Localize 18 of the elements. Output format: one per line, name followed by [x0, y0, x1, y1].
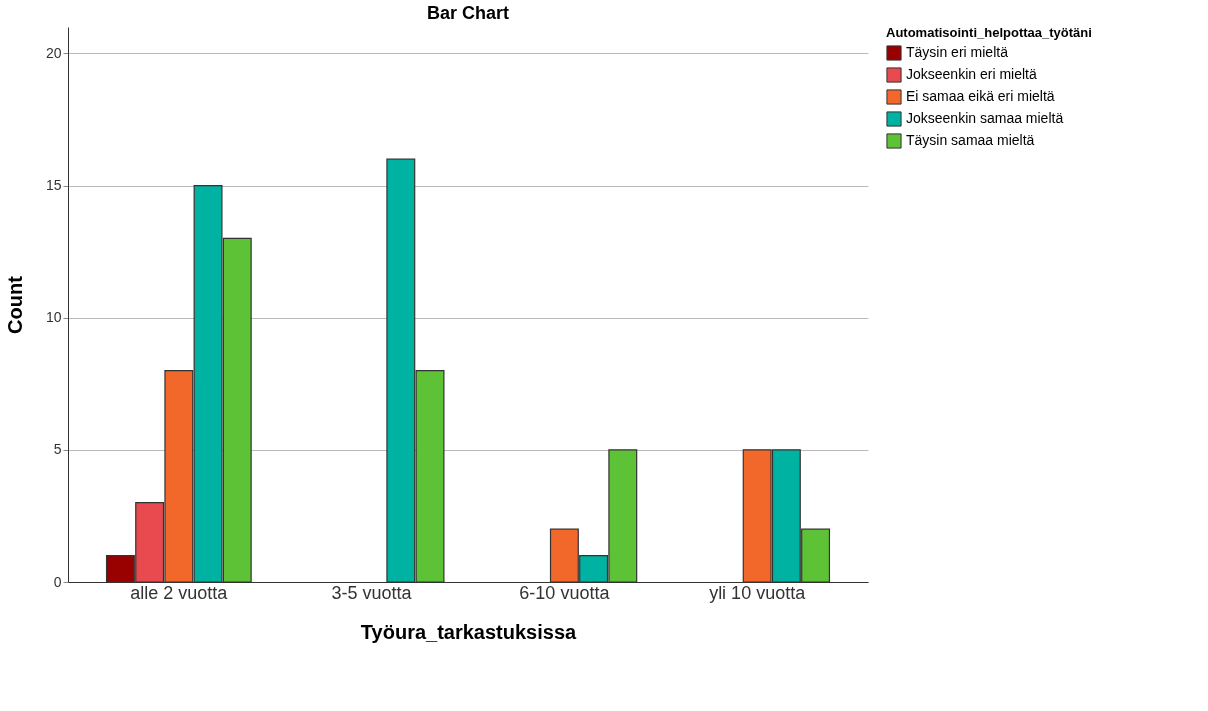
y-tick-label: 10 [45, 309, 62, 326]
legend-label: Jokseenkin samaa mieltä [906, 110, 1064, 126]
y-tick-label: 15 [45, 177, 62, 194]
legend-label: Ei samaa eikä eri mieltä [906, 88, 1055, 104]
y-tick-label: 20 [45, 44, 62, 61]
legend-label: Täysin samaa mieltä [906, 132, 1035, 148]
y-tick-label: 5 [53, 441, 62, 458]
x-tick-label: yli 10 vuotta [709, 582, 807, 603]
x-tick-label: alle 2 vuotta [130, 582, 229, 603]
y-tick-label: 0 [53, 573, 62, 590]
x-tick-label: 3-5 vuotta [331, 582, 413, 603]
y-axis-title: Count [3, 275, 26, 334]
chart-title: Bar Chart [426, 3, 510, 23]
x-tick-label: 6-10 vuotta [519, 582, 611, 603]
legend-label: Täysin eri mieltä [906, 44, 1009, 60]
legend-label: Jokseenkin eri mieltä [906, 66, 1037, 82]
legend-title: Automatisointi_helpottaa_työtäni [886, 25, 1092, 40]
x-axis-title: Työura_tarkastuksissa [360, 620, 578, 643]
